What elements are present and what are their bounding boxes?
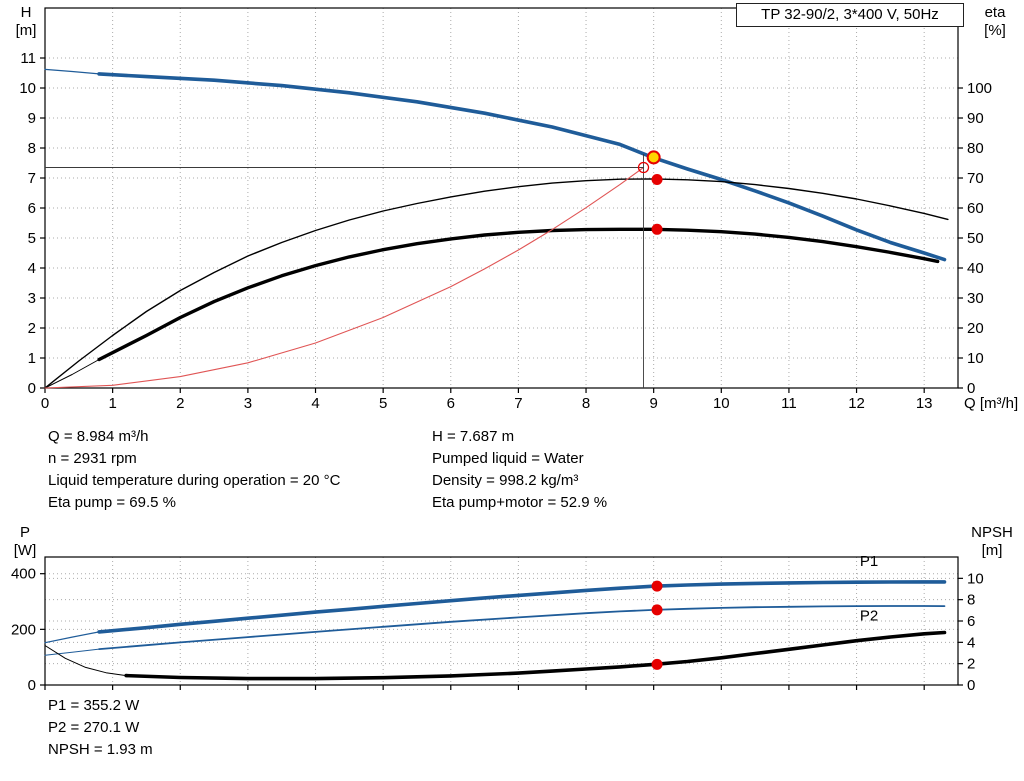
x-tick-label: 8 (582, 395, 590, 412)
eta-pump-curve (44, 178, 949, 389)
p2-curve-start (44, 648, 100, 656)
liquid-temperature-value: Liquid temperature during operation = 20… (48, 472, 341, 489)
y-right-tick-label: 90 (967, 110, 984, 127)
y-right-tick-label: 4 (967, 634, 975, 651)
npsh-axis-label-symbol: NPSH (971, 524, 1013, 541)
pump-curve-start (44, 68, 100, 75)
duty-point (646, 150, 661, 165)
p-axis-label-unit: [W] (13, 542, 37, 559)
y-left-tick-label: 400 (11, 566, 36, 583)
plot-frame (44, 7, 959, 389)
x-tick-label: 0 (41, 395, 49, 412)
p1-label: P1 (860, 553, 878, 570)
x-tick-label: 7 (514, 395, 522, 412)
y-right-tick-label: 10 (967, 350, 984, 367)
npsh-axis-label-unit: [m] (981, 542, 1003, 559)
y-left-tick-label: 200 (11, 621, 36, 638)
p2-label: P2 (860, 607, 878, 624)
eta-pump-motor-point (651, 223, 663, 235)
p1-curve (97, 580, 947, 634)
y-right-tick-label: 0 (967, 380, 975, 397)
p1-value: P1 = 355.2 W (48, 697, 140, 714)
y-left-tick-label: 11 (20, 50, 36, 67)
p2-curve (98, 605, 946, 651)
p-axis-label: P [W] (6, 524, 44, 560)
npsh-value: NPSH = 1.93 m (48, 741, 153, 758)
x-axis-unit-label: Q [m³/h] (964, 395, 1018, 412)
density-value: Density = 998.2 kg/m³ (432, 472, 579, 489)
x-tick-label: 2 (176, 395, 184, 412)
eta-pump-motor-start (44, 359, 100, 389)
power-npsh-chart[interactable]: 0 200 400 0 2 4 6 8 10 P1 P2 (0, 520, 1024, 705)
y-left-tick-label: 2 (28, 320, 36, 337)
npsh-point (651, 658, 663, 670)
y-left-tick-label: 4 (28, 260, 36, 277)
eta-axis-label-symbol: eta (984, 4, 1006, 21)
y-right-tick-label: 100 (967, 80, 992, 97)
y-left-tick-label: 0 (28, 677, 36, 694)
h-axis-label-symbol: H (20, 4, 32, 21)
x-tick-label: 6 (447, 395, 455, 412)
hq-chart[interactable]: 0 1 2 3 4 5 6 7 8 9 10 11 12 13 Q [m³/h]01234567891011… (0, 0, 1024, 420)
y-right-tick-label: 20 (967, 320, 984, 337)
y-right-tick-label: 40 (967, 260, 984, 277)
y-right-tick-label: 0 (967, 677, 975, 694)
p1-curve-start (44, 631, 100, 644)
npsh-curve-start (44, 645, 127, 677)
x-tick-label: 13 (916, 395, 933, 412)
y-left-tick-label: 6 (28, 200, 36, 217)
x-tick-label: 11 (781, 395, 797, 412)
x-tick-label: 5 (379, 395, 387, 412)
speed-value: n = 2931 rpm (48, 450, 137, 467)
y-left-tick-label: 8 (28, 140, 36, 157)
y-right-tick-label: 60 (967, 200, 984, 217)
x-tick-label: 9 (649, 395, 657, 412)
y-left-tick-label: 10 (19, 80, 36, 97)
y-right-tick-label: 80 (967, 140, 984, 157)
x-tick-label: 3 (244, 395, 252, 412)
eta-pump-motor-value: Eta pump+motor = 52.9 % (432, 494, 608, 511)
x-tick-label: 1 (108, 395, 116, 412)
x-tick-label: 4 (311, 395, 319, 412)
y-left-tick-label: 5 (28, 230, 36, 247)
y-left-tick-label: 9 (28, 110, 36, 127)
eta-pump-point (651, 174, 663, 186)
y-left-tick-label: 1 (28, 350, 36, 367)
p2-value: P2 = 270.1 W (48, 719, 140, 736)
flow-value: Q = 8.984 m³/h (48, 428, 149, 445)
x-tick-label: 12 (848, 395, 865, 412)
system-curve (44, 166, 645, 389)
head-value: H = 7.687 m (432, 428, 515, 445)
eta-pump-value: Eta pump = 69.5 % (48, 494, 176, 511)
operating-data-column-2: H = 7.687 m Pumped liquid = Water Densit… (432, 426, 607, 514)
p-axis-label-symbol: P (19, 524, 30, 541)
eta-axis-label-unit: [%] (984, 22, 1006, 39)
y-left-tick-label: 0 (28, 380, 36, 397)
h-axis-label: H [m] (8, 4, 44, 40)
y-right-tick-label: 8 (967, 592, 975, 609)
eta-pump-motor-curve (97, 227, 940, 362)
y-left-tick-label: 7 (28, 170, 36, 187)
y-right-tick-label: 2 (967, 656, 975, 673)
h-axis-label-unit: [m] (15, 22, 37, 39)
requested-duty-point (637, 161, 650, 174)
pump-type-box: TP 32-90/2, 3*400 V, 50Hz (736, 3, 964, 27)
result-data-block: P1 = 355.2 W P2 = 270.1 W NPSH = 1.93 m (48, 695, 153, 761)
y-right-tick-label: 70 (967, 170, 984, 187)
npsh-curve (124, 630, 947, 681)
y-right-tick-label: 30 (967, 290, 984, 307)
pumped-liquid-value: Pumped liquid = Water (432, 450, 584, 467)
npsh-axis-label: NPSH [m] (964, 524, 1020, 560)
y-right-tick-label: 10 (967, 570, 984, 587)
p1-point (651, 580, 663, 592)
p2-point (651, 604, 663, 616)
x-tick-label: 10 (713, 395, 730, 412)
y-right-tick-label: 6 (967, 613, 975, 630)
operating-data-column-1: Q = 8.984 m³/h n = 2931 rpm Liquid tempe… (48, 426, 340, 514)
y-right-tick-label: 50 (967, 230, 984, 247)
eta-axis-label: eta [%] (972, 4, 1018, 40)
y-left-tick-label: 3 (28, 290, 36, 307)
